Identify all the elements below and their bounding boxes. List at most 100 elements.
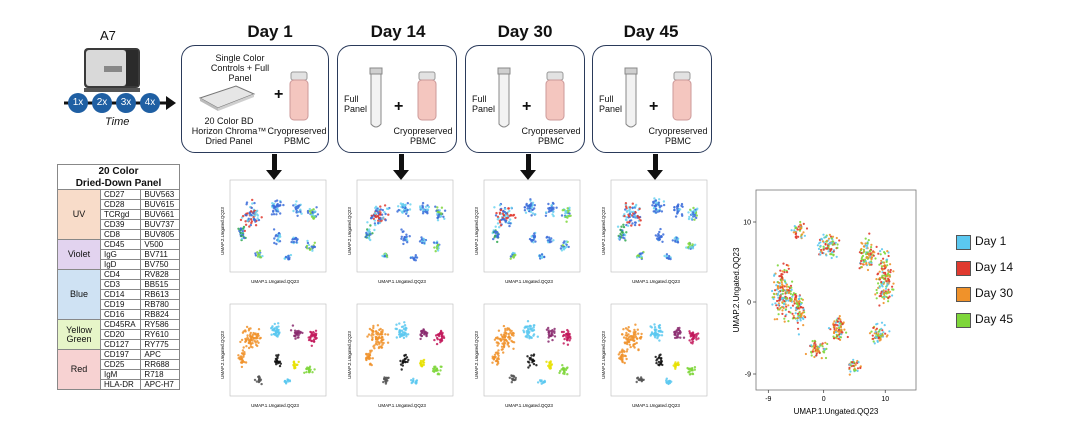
day-title-1: Day 1	[247, 22, 293, 41]
marker-cell: CD4	[99, 269, 142, 280]
day14-vial-text: Cryopreserved PBMC	[393, 126, 453, 146]
fluor-cell: BUV563	[140, 189, 180, 200]
fluor-cell: RB824	[140, 309, 180, 320]
fluor-cell: BUV737	[140, 219, 180, 230]
marker-cell: HLA-DR	[99, 379, 142, 390]
marker-cell: IgM	[99, 369, 142, 380]
umap-small-plots: UMAP.1.Ungated.QQ23 UMAP.2.Ungated.QQ23 UM…	[220, 179, 708, 408]
panel-row: HLA-DR APC-H7	[58, 379, 180, 390]
fluor-cell: APC	[140, 349, 180, 360]
day14-vial-icon	[417, 71, 437, 121]
legend-swatch-day30	[956, 287, 971, 302]
small-plot-ylabel: UMAP.2.Ungated.QQ23	[347, 207, 352, 255]
day45-panel-box: Full Panel + Cryopreserved PBMC	[592, 45, 712, 153]
panel-title-line1: 20 Color	[57, 164, 180, 177]
panel-row: Yellow Green CD45RA RY586	[57, 319, 180, 350]
marker-cell: CD127	[99, 339, 142, 350]
marker-cell: CD16	[99, 309, 142, 320]
small-plot-xlabel: UMAP.1.Ungated.QQ23	[251, 403, 299, 408]
marker-cell: CD27	[99, 189, 142, 200]
legend-label-day45: Day 45	[975, 312, 1014, 326]
small-plot-ylabel: UMAP.2.Ungated.QQ23	[474, 207, 479, 255]
legend-swatch-day14	[956, 261, 971, 276]
day1-vial-icon	[289, 71, 309, 121]
fluor-cell: BB515	[140, 279, 180, 290]
day14-tube-icon	[369, 67, 383, 128]
marker-cell: CD25	[99, 359, 142, 370]
day30-panel-box: Full Panel + Cryopreserved PBMC	[465, 45, 585, 153]
small-plot-xlabel: UMAP.1.Ungated.QQ23	[378, 403, 426, 408]
small-plot-xlabel: UMAP.1.Ungated.QQ23	[378, 279, 426, 284]
day30-panel-text: Full Panel	[472, 94, 496, 114]
day45-vial-icon	[672, 71, 692, 121]
small-plot-ylabel: UMAP.2.Ungated.QQ23	[601, 331, 606, 379]
time-label: Time	[105, 116, 130, 128]
marker-cell: CD45RA	[99, 319, 142, 330]
marker-cell: CD3	[99, 279, 142, 290]
small-plot-xlabel: UMAP.1.Ungated.QQ23	[505, 403, 553, 408]
panel-row: UV CD27 BUV563	[57, 189, 180, 240]
day45-vial-text: Cryopreserved PBMC	[648, 126, 708, 146]
day14-panel-box: Full Panel + Cryopreserved PBMC	[337, 45, 457, 153]
x-tick-label: 0	[822, 396, 826, 403]
density-umap-1: UMAP.1.Ungated.QQ23 UMAP.2.Ungated.QQ23	[220, 179, 327, 284]
cluster-umap-2: UMAP.1.Ungated.QQ23 UMAP.2.Ungated.QQ23	[347, 303, 454, 408]
panel-row: Blue CD4 RV828	[57, 269, 180, 320]
day1-vial-text: Cryopreserved PBMC	[267, 126, 327, 146]
timeline-4x: 4x	[140, 93, 160, 113]
instrument-icon	[84, 48, 140, 92]
instrument-label: A7	[100, 28, 116, 43]
fluor-cell: RY610	[140, 329, 180, 340]
cluster-umap-1: UMAP.1.Ungated.QQ23 UMAP.2.Ungated.QQ23	[220, 303, 327, 408]
timeline-1x: 1x	[68, 93, 88, 113]
panel-row: Violet CD45 V500	[57, 239, 180, 270]
y-tick-label: 10	[743, 220, 751, 227]
cluster-umap-4: UMAP.1.Ungated.QQ23 UMAP.2.Ungated.QQ23	[601, 303, 708, 408]
marker-cell: CD14	[99, 289, 142, 300]
y-tick-label: 0	[747, 300, 751, 307]
marker-cell: CD8	[99, 229, 142, 240]
marker-cell: TCRgd	[99, 209, 142, 220]
day45-panel-text: Full Panel	[599, 94, 623, 114]
small-plot-ylabel: UMAP.2.Ungated.QQ23	[220, 207, 225, 255]
timeline-circles: 1x 2x 3x 4x	[64, 93, 164, 113]
small-plot-ylabel: UMAP.2.Ungated.QQ23	[601, 207, 606, 255]
marker-cell: IgG	[99, 249, 142, 260]
fluor-cell: BV750	[140, 259, 180, 270]
day1-panel-box: Single Color Controls + Full Panel 20 Co…	[181, 45, 329, 153]
small-plot-xlabel: UMAP.1.Ungated.QQ23	[251, 279, 299, 284]
density-umap-4: UMAP.1.Ungated.QQ23 UMAP.2.Ungated.QQ23	[601, 179, 708, 284]
umap-overlay-plot: -9 0 10 10 0 -9 UMAP.1.Ungated.QQ23 UMAP.2.Unga…	[732, 189, 917, 416]
day1-controls-text: Single Color Controls + Full Panel	[210, 53, 270, 83]
fluor-cell: RB613	[140, 289, 180, 300]
fluor-cell: RB780	[140, 299, 180, 310]
small-plot-xlabel: UMAP.1.Ungated.QQ23	[632, 279, 680, 284]
panel-group-label: Red	[57, 349, 101, 390]
day-title-45: Day 45	[623, 22, 679, 41]
timeline-3x: 3x	[116, 93, 136, 113]
fluor-cell: BUV615	[140, 199, 180, 210]
fluor-cell: BUV661	[140, 209, 180, 220]
day30-tube-icon	[497, 67, 511, 128]
day45-tube-icon	[624, 67, 638, 128]
day1-plus: +	[274, 86, 284, 103]
panel-group-label: Yellow Green	[57, 319, 101, 350]
day30-vial-text: Cryopreserved PBMC	[521, 126, 581, 146]
x-tick-label: 10	[881, 396, 889, 403]
marker-cell: CD19	[99, 299, 142, 310]
fluor-cell: RY775	[140, 339, 180, 350]
timeline-2x: 2x	[92, 93, 112, 113]
density-umap-2: UMAP.1.Ungated.QQ23 UMAP.2.Ungated.QQ23	[347, 179, 454, 284]
day14-panel-text: Full Panel	[344, 94, 368, 114]
marker-cell: IgD	[99, 259, 142, 270]
panel-group-label: Violet	[57, 239, 101, 270]
small-plot-xlabel: UMAP.1.Ungated.QQ23	[632, 403, 680, 408]
legend-swatch-day45	[956, 313, 971, 328]
fluor-cell: RR688	[140, 359, 180, 370]
legend-label-day1: Day 1	[975, 234, 1007, 248]
fluor-cell: APC-H7	[140, 379, 180, 390]
marker-cell: CD28	[99, 199, 142, 210]
legend-label-day14: Day 14	[975, 260, 1014, 274]
fluor-cell: V500	[140, 239, 180, 250]
legend-label-day30: Day 30	[975, 286, 1014, 300]
